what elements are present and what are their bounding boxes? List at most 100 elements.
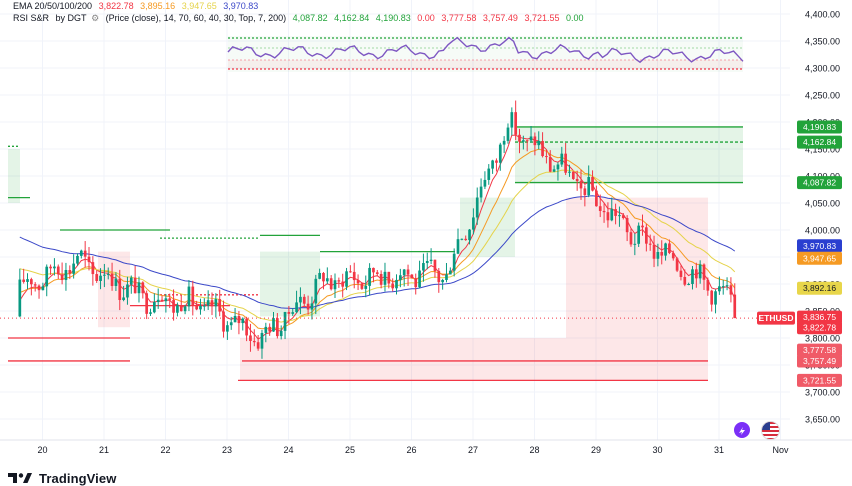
candle [533, 132, 537, 156]
tradingview-ideas-icon[interactable] [734, 422, 750, 438]
candle-body [141, 282, 145, 294]
ema-200-value: 3,970.83 [223, 1, 259, 11]
rsi-legend-title: RSI S&R [13, 13, 50, 23]
candle-body [537, 141, 541, 146]
candle-body [333, 280, 337, 290]
candle [445, 262, 448, 283]
candle-body [668, 243, 671, 253]
candle [656, 243, 660, 267]
candle [422, 253, 425, 282]
candle-body [548, 157, 552, 172]
candle-body [76, 255, 79, 264]
candle-body [226, 325, 229, 332]
candle-body [368, 267, 371, 286]
candle [395, 274, 398, 295]
support-resistance-zones [8, 126, 743, 382]
candle [141, 281, 145, 299]
candle-body [660, 252, 664, 256]
candle [710, 289, 714, 312]
candle [510, 107, 514, 136]
candle [529, 125, 533, 143]
candle [33, 282, 37, 292]
candle [606, 202, 610, 228]
candle-body [103, 274, 106, 276]
candle-body [556, 164, 560, 170]
candle [498, 142, 502, 171]
candle [541, 132, 544, 158]
candle-body [583, 188, 587, 196]
candle-body [437, 270, 441, 283]
candle-body [299, 296, 302, 303]
candle-body [179, 305, 183, 312]
candle-body [533, 136, 537, 146]
price-tick-label: 3,700.00 [805, 388, 840, 398]
candle [206, 290, 210, 310]
candle-body [429, 259, 433, 262]
price-badge-background [797, 120, 842, 134]
candle [114, 272, 118, 291]
candle [306, 295, 310, 315]
candle [53, 258, 56, 276]
candle-body [99, 275, 102, 281]
candle [468, 228, 471, 245]
candle [683, 269, 687, 287]
tradingview-logo[interactable]: TradingView [8, 471, 116, 486]
candle-body [448, 270, 452, 275]
candle-body [502, 140, 506, 145]
us-flag-icon[interactable] [761, 421, 780, 440]
candle-body [156, 299, 160, 303]
candle-body [514, 112, 518, 135]
candle-body [49, 266, 52, 269]
candle [287, 306, 291, 324]
time-tick-label: 22 [160, 445, 170, 455]
candle-body [460, 238, 464, 240]
candle [614, 203, 617, 225]
candle-body [106, 273, 110, 275]
rsi-value: 0.00 [566, 13, 584, 23]
tradingview-logo-icon [8, 473, 32, 483]
candle-body [714, 291, 717, 305]
candle [129, 275, 133, 294]
candle-body [268, 326, 272, 332]
candle-body [164, 298, 168, 302]
candle-body [191, 286, 195, 306]
candle [329, 275, 333, 291]
candle [37, 284, 41, 299]
candle [56, 264, 60, 280]
candle [472, 208, 475, 235]
candle [664, 242, 667, 261]
rsi-value: 3,757.49 [482, 13, 518, 23]
candle [233, 308, 237, 323]
candle-body [487, 168, 491, 180]
settings-icon[interactable]: ⚙ [91, 13, 100, 23]
candle [249, 323, 252, 352]
candle-body [399, 275, 402, 280]
support-zone [566, 197, 708, 338]
rsi-value: 3,777.58 [441, 13, 477, 23]
price-badge: 3,947.65 [797, 251, 842, 265]
candle-body [575, 178, 579, 182]
candle [199, 298, 202, 315]
candle-body [345, 271, 348, 287]
candle [126, 276, 129, 305]
candle-body [652, 244, 656, 259]
candle-body [683, 276, 687, 285]
candle-body [422, 263, 425, 271]
candle-body [671, 252, 675, 259]
candle [598, 194, 602, 218]
candle-body [618, 215, 621, 217]
candle-body [260, 332, 264, 349]
price-badge-label: 4,190.83 [803, 122, 836, 132]
candle-body [33, 284, 37, 286]
candle-body [425, 261, 429, 264]
support-zone [98, 251, 130, 328]
ema-legend-title: EMA 20/50/100/200 [13, 1, 93, 11]
candle [514, 100, 518, 141]
candle-body [391, 283, 395, 289]
candle [83, 241, 87, 268]
time-tick-label: 30 [652, 445, 662, 455]
candle [245, 316, 248, 342]
candle [322, 271, 325, 290]
candle-body [199, 305, 202, 310]
